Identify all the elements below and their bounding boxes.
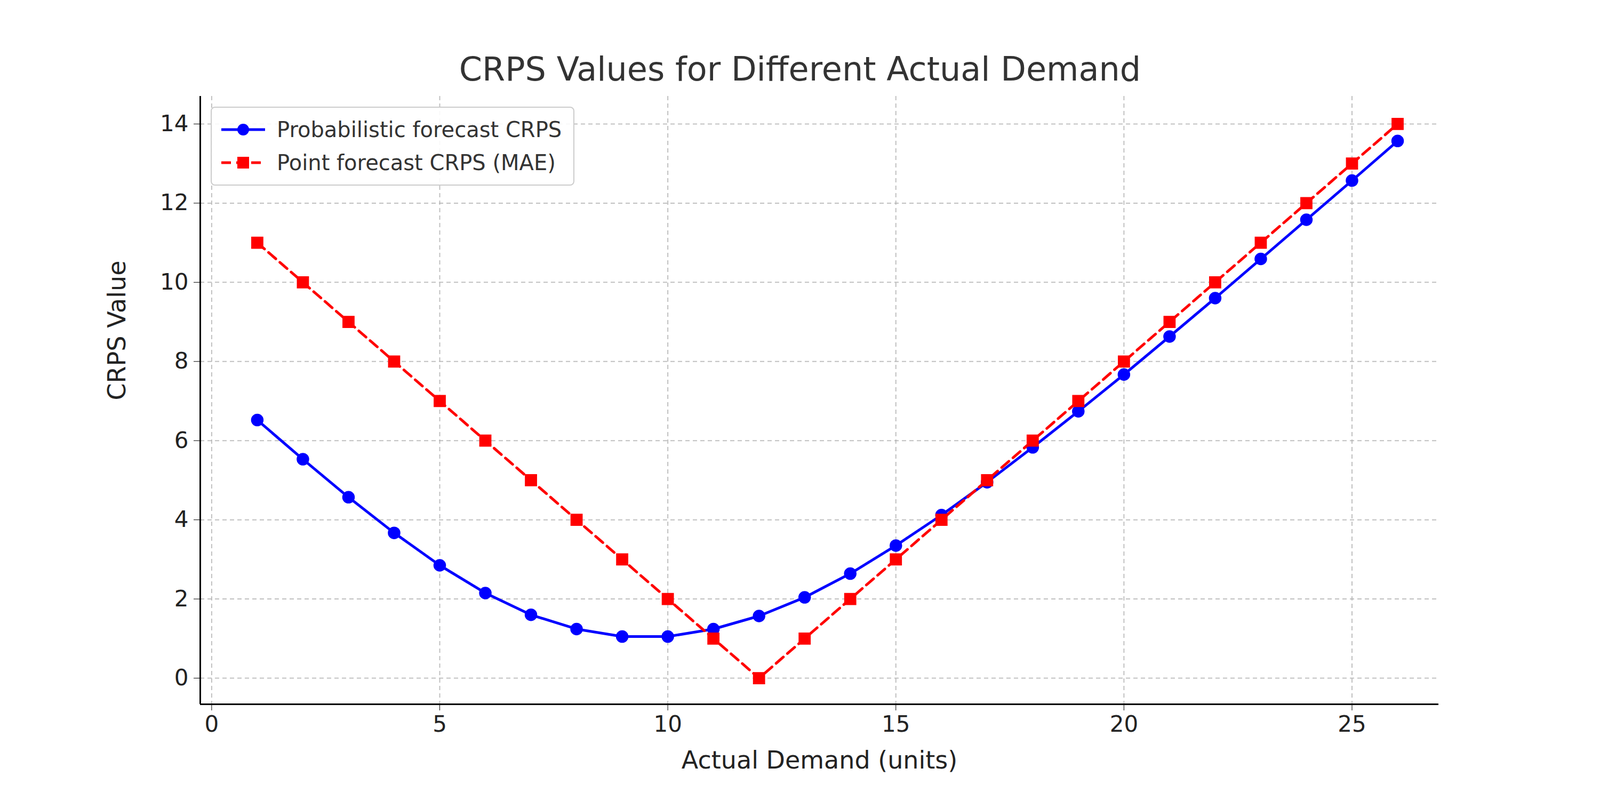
html-text:Probabilistic forecast CRPS: Probabilistic forecast CRPS <box>276 117 562 142</box>
svg-text:12: 12 <box>160 189 189 216</box>
html-text:Point forecast CRPS (MAE): Point forecast CRPS (MAE) <box>276 150 556 175</box>
svg-text:6: 6 <box>174 427 189 454</box>
svg-text:10: 10 <box>160 268 189 295</box>
svg-text:14: 14 <box>160 110 189 137</box>
svg-text:2: 2 <box>174 585 189 612</box>
svg-text:0: 0 <box>174 664 189 691</box>
svg-text:Actual Demand (units): Actual Demand (units) <box>681 745 958 775</box>
svg-text:10: 10 <box>653 710 682 738</box>
svg-text:4: 4 <box>174 506 189 533</box>
svg-text:15: 15 <box>881 710 910 738</box>
svg-text:0: 0 <box>204 710 220 738</box>
svg-text:CRPS Value: CRPS Value <box>102 260 132 401</box>
svg-text:5: 5 <box>432 710 447 738</box>
svg-text:25: 25 <box>1337 710 1366 738</box>
html-text:CRPS Values for Different Actu: CRPS Values for Different Actual Demand <box>459 49 1141 89</box>
svg-text:8: 8 <box>174 347 189 374</box>
svg-text:20: 20 <box>1109 710 1139 738</box>
